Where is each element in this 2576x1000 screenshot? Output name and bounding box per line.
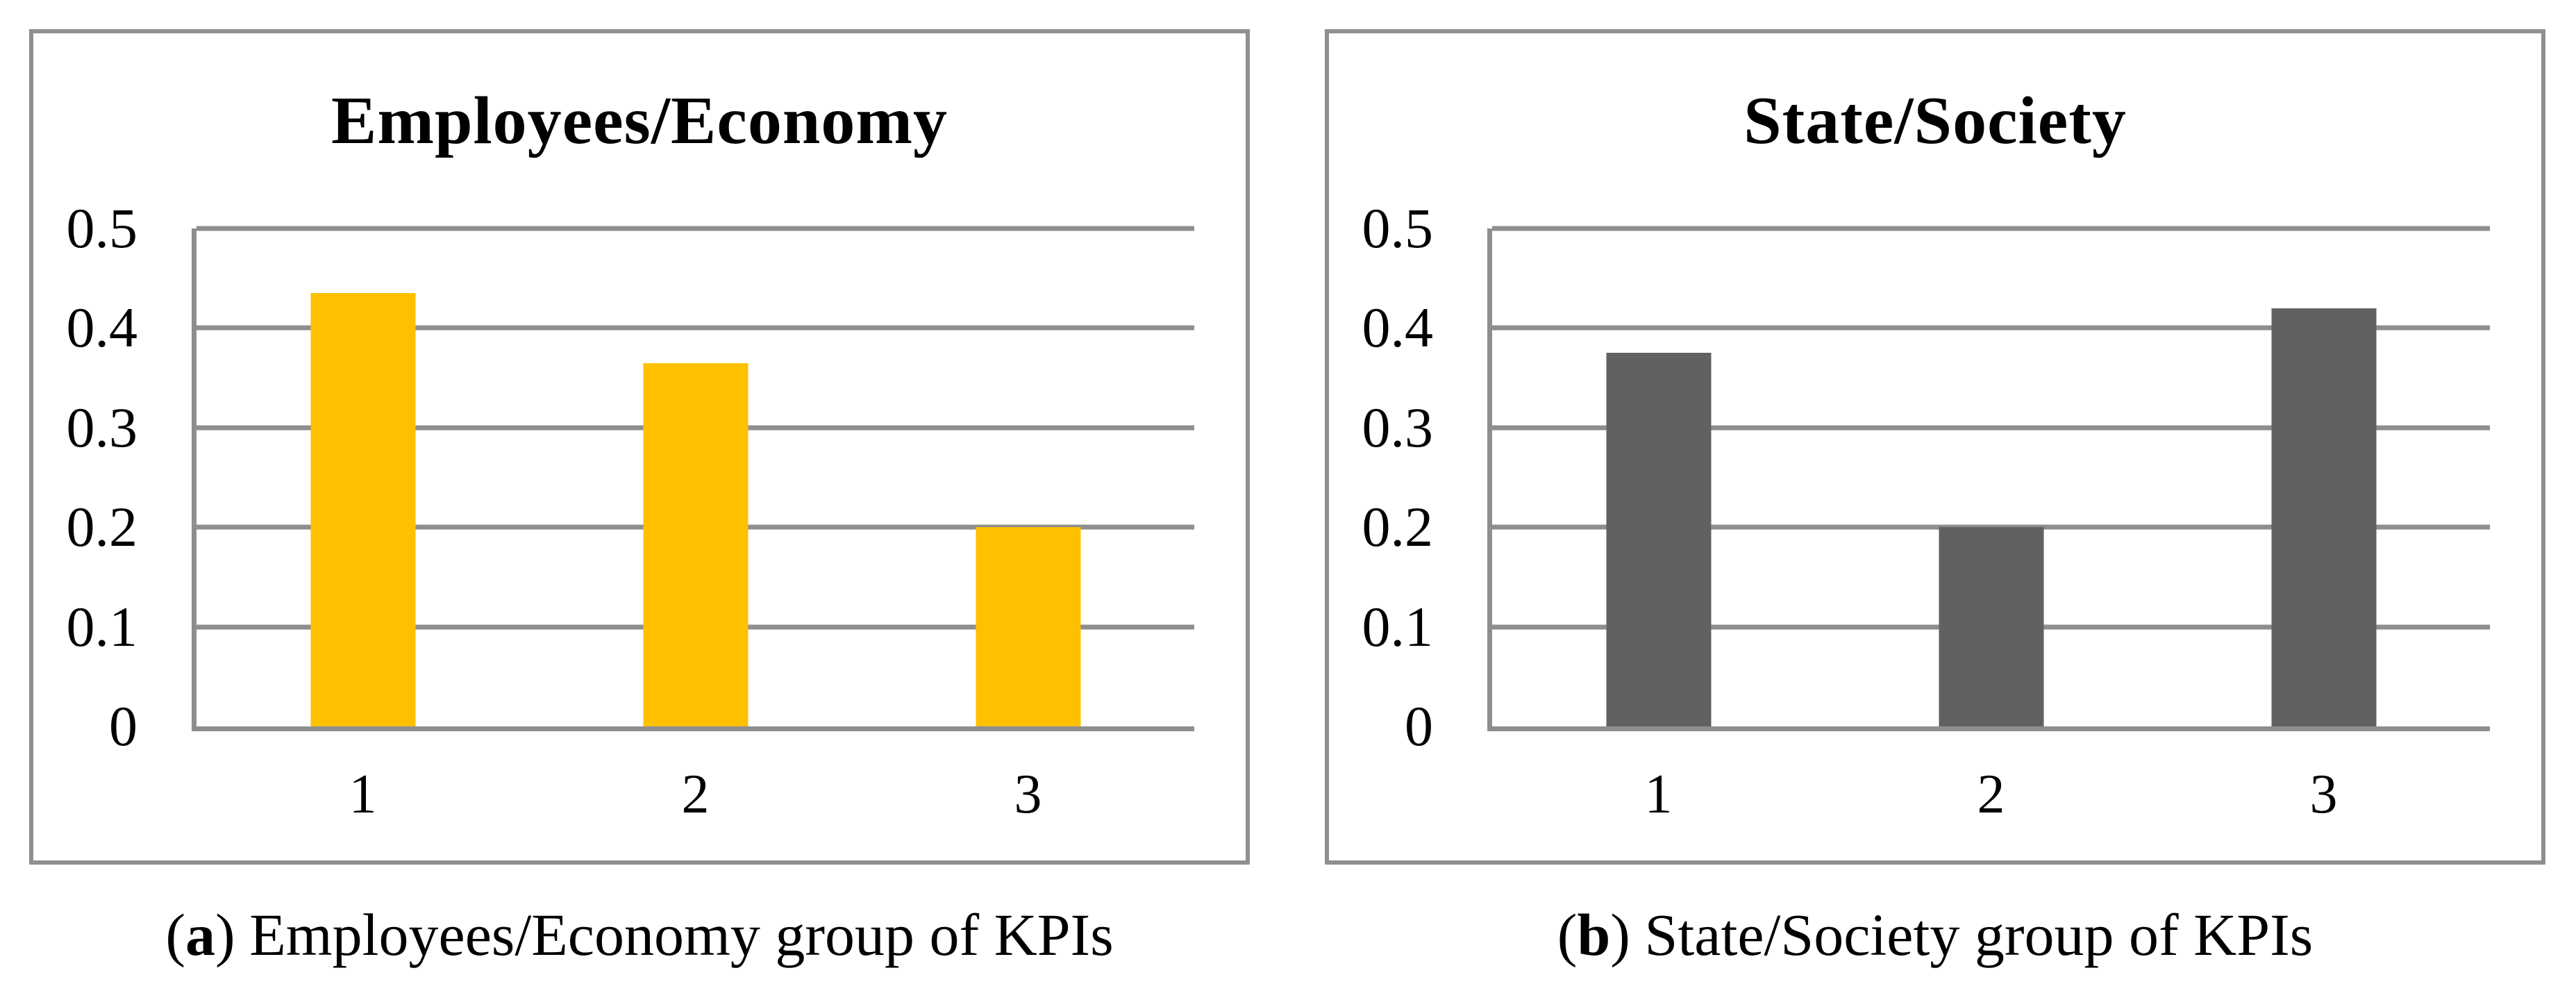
- caption-a-open-paren: (: [165, 901, 185, 968]
- chart-panel-a: Employees/Economy 0 0.1 0.2 0.3 0.4 0.5 1 2 3: [29, 29, 1250, 865]
- bar-category-1: [1606, 353, 1711, 726]
- x-axis-tick-label: 2: [1977, 764, 2005, 825]
- gridline: [196, 325, 1194, 331]
- x-axis-tick-label: 2: [681, 764, 710, 825]
- gridline: [1492, 325, 2490, 331]
- caption-b-text: State/Society group of KPIs: [1644, 901, 2314, 968]
- y-axis-tick-label: 0.2: [66, 495, 138, 559]
- y-axis-tick-label: 0: [109, 694, 137, 758]
- caption-b: (b) State/Society group of KPIs: [1325, 898, 2545, 973]
- caption-a: (a) Employees/Economy group of KPIs: [29, 898, 1250, 973]
- caption-b-letter: b: [1577, 901, 1611, 968]
- x-axis-tick-label: 3: [2309, 764, 2338, 825]
- y-axis-tick-label: 0.4: [1362, 296, 1434, 360]
- gridline: [1492, 524, 2490, 530]
- chart-title-b: State/Society: [1743, 83, 2127, 158]
- plot-area-a: 0 0.1 0.2 0.3 0.4 0.5 1 2 3: [67, 200, 1194, 822]
- bar-category-3: [2271, 308, 2376, 726]
- y-axis-tick-label: 0.1: [1362, 594, 1434, 658]
- bar-category-2: [1939, 527, 2043, 726]
- y-axis-tick-label: 0.5: [1362, 197, 1434, 260]
- bar-category-3: [976, 527, 1080, 726]
- gridline: [1492, 226, 2490, 231]
- chart-title-a: Employees/Economy: [331, 83, 948, 158]
- x-axis-tick-label: 1: [1644, 764, 1673, 825]
- bar-category-2: [643, 362, 748, 726]
- plot-area-b: 0 0.1 0.2 0.3 0.4 0.5 1 2 3: [1362, 200, 2490, 822]
- caption-b-close-paren: ): [1610, 901, 1630, 968]
- gridline: [1492, 425, 2490, 431]
- caption-a-close-paren: ): [215, 901, 235, 968]
- caption-row: (a) Employees/Economy group of KPIs (b) St…: [0, 898, 2576, 973]
- y-axis-tick-label: 0.3: [66, 395, 138, 459]
- y-axis-tick-label: 0: [1405, 694, 1433, 758]
- x-axis-tick-label: 1: [349, 764, 377, 825]
- caption-a-letter: a: [185, 901, 215, 968]
- y-axis-tick-label: 0.5: [66, 197, 138, 260]
- x-axis-tick-label: 3: [1014, 764, 1042, 825]
- y-axis-tick-label: 0.4: [66, 296, 138, 360]
- bar-category-1: [310, 293, 415, 726]
- caption-b-open-paren: (: [1557, 901, 1578, 968]
- y-axis-tick-label: 0.3: [1362, 395, 1434, 459]
- chart-panel-b: State/Society 0 0.1 0.2 0.3 0.4 0.5 1 2 3: [1325, 29, 2545, 865]
- y-axis-tick-label: 0.1: [66, 594, 138, 658]
- caption-a-text: Employees/Economy group of KPIs: [249, 901, 1114, 968]
- figure: Employees/Economy 0 0.1 0.2 0.3 0.4 0.5 1 2 3 St…: [29, 29, 2545, 865]
- gridline: [196, 226, 1194, 231]
- y-axis-tick-label: 0.2: [1362, 495, 1434, 559]
